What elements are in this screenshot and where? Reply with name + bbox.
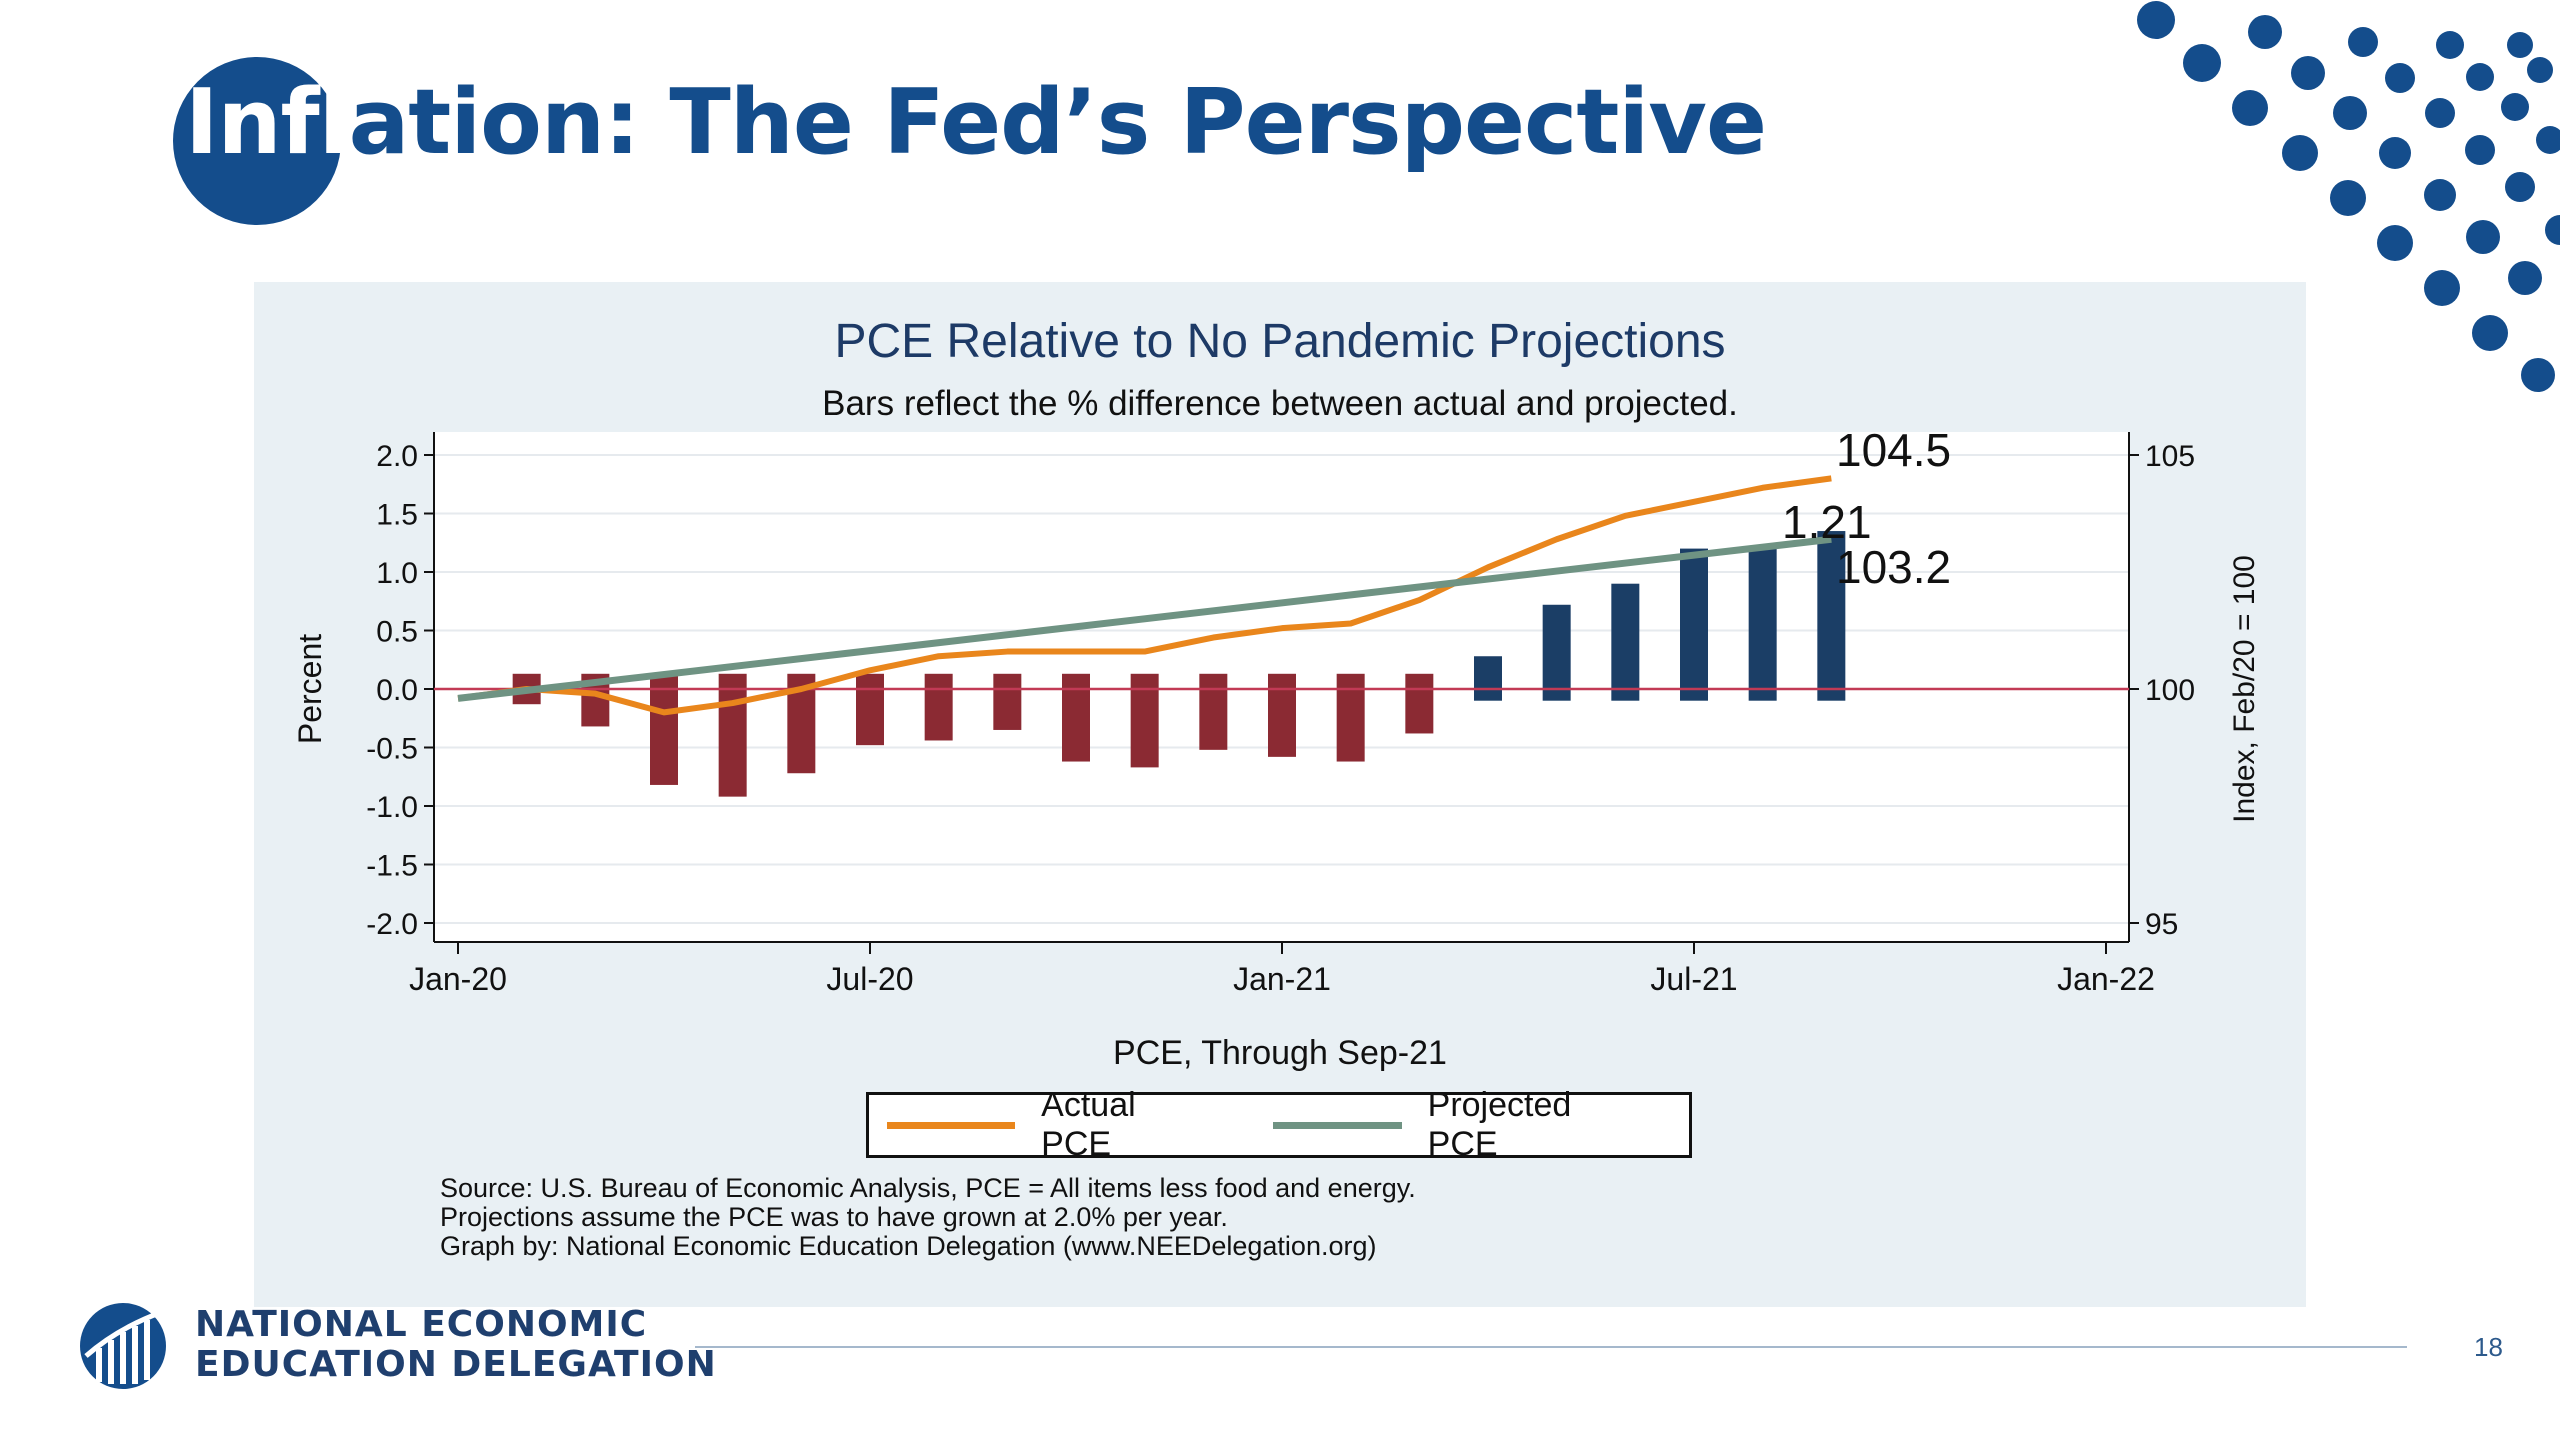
legend-label-projected: Projected PCE — [1427, 1086, 1572, 1163]
footer-divider — [695, 1346, 2407, 1348]
legend-item-projected: Projected PCE — [1273, 1086, 1641, 1164]
bar — [718, 673, 747, 797]
left-tick-label: -0.5 — [366, 733, 418, 766]
left-tick-label: 1.5 — [376, 499, 418, 532]
left-tick-label: 1.0 — [376, 557, 418, 590]
left-tick-label: 2.0 — [376, 440, 418, 473]
legend-label-actual: Actual PCE — [1041, 1086, 1136, 1163]
bar — [1268, 673, 1296, 757]
bar — [1748, 548, 1777, 701]
chart-title: PCE Relative to No Pandemic Projections — [834, 315, 1726, 368]
org-name-line-1: NATIONAL ECONOMIC — [195, 1304, 648, 1345]
left-tick-label: 0.5 — [376, 616, 418, 649]
decorative-dot-pattern — [2137, 1, 2560, 392]
bar — [1405, 673, 1434, 734]
page-number: 18 — [2474, 1332, 2503, 1362]
source-line-1: Source: U.S. Bureau of Economic Analysis… — [440, 1173, 1416, 1203]
annotation-label: 1.21 — [1782, 496, 1872, 548]
legend-swatch-actual — [887, 1121, 1016, 1129]
chart-legend: Actual PCE Projected PCE — [866, 1086, 1692, 1163]
title-accent-circle — [173, 57, 341, 225]
legend-swatch-projected — [1273, 1121, 1402, 1129]
bar — [993, 673, 1022, 730]
bar — [1680, 548, 1708, 701]
bar — [1199, 673, 1228, 750]
bar — [1336, 673, 1365, 762]
bar — [1062, 673, 1090, 762]
actual-pce-line — [457, 475, 1832, 716]
need-logo-icon — [80, 1303, 166, 1389]
org-name: NATIONAL ECONOMIC EDUCATION DELEGATION — [195, 1305, 717, 1385]
annotation-label: 104.5 — [1836, 424, 1951, 476]
slide-title-rest: ation: The Fed’s Perspective — [348, 70, 1767, 175]
legend-item-actual: Actual PCE — [887, 1086, 1207, 1164]
bar — [856, 673, 884, 746]
left-axis-title: Percent — [292, 634, 328, 744]
source-line-2: Projections assume the PCE was to have g… — [440, 1202, 1228, 1232]
right-axis-title: Index, Feb/20 = 100 — [2228, 555, 2261, 823]
bar — [924, 673, 953, 741]
left-tick-label: -1.5 — [366, 850, 418, 883]
x-tick-label: Jan-21 — [1233, 961, 1331, 997]
right-tick-label: 100 — [2145, 674, 2195, 707]
annotation-label: 103.2 — [1836, 541, 1951, 593]
bar — [650, 673, 678, 785]
bar — [1817, 531, 1846, 701]
source-notes: Source: U.S. Bureau of Economic Analysis… — [440, 1174, 1416, 1261]
pce-chart: 2.0 1.5 1.0 0.5 0.0 -0.5 -1.0 -1.5 -2.0 105 100 95 J… — [292, 424, 2261, 1072]
right-tick-label: 105 — [2145, 440, 2195, 473]
left-tick-label: -2.0 — [366, 908, 418, 941]
x-tick-label: Jan-20 — [409, 961, 507, 997]
x-tick-label: Jul-20 — [826, 961, 913, 997]
left-tick-label: -1.0 — [366, 791, 418, 824]
slide-title-highlight: Infl — [185, 70, 350, 175]
bar — [1611, 583, 1640, 701]
right-tick-label: 95 — [2145, 908, 2178, 941]
x-tick-label: Jan-22 — [2057, 961, 2155, 997]
x-tick-label: Jul-21 — [1650, 961, 1737, 997]
projected-pce-line — [457, 535, 1832, 702]
chart-panel: PCE Relative to No Pandemic Projections … — [254, 282, 2306, 1307]
left-tick-label: 0.0 — [376, 674, 418, 707]
bar — [1474, 656, 1502, 701]
slide-title: Inflation: The Fed’s Perspective — [185, 70, 1767, 175]
bar — [1542, 604, 1571, 701]
org-name-line-2: EDUCATION DELEGATION — [195, 1344, 717, 1385]
source-line-3: Graph by: National Economic Education De… — [440, 1231, 1377, 1261]
chart-subtitle: Bars reflect the % difference between ac… — [822, 384, 1738, 423]
x-axis-title: PCE, Through Sep-21 — [1113, 1034, 1447, 1072]
